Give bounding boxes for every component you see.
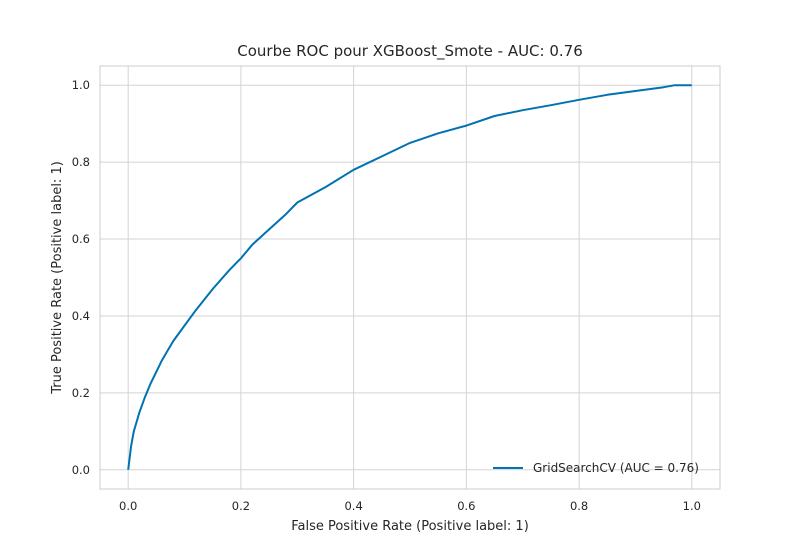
y-tick-label: 0.8	[72, 155, 90, 169]
series-layer	[127, 84, 692, 470]
y-tick-label: 0.6	[72, 232, 90, 246]
y-tick-label: 0.0	[72, 463, 90, 477]
plot-frame	[99, 65, 721, 490]
x-tick-label: 0.0	[119, 499, 137, 513]
y-tick-label: 1.0	[72, 78, 90, 92]
roc-curve-line	[127, 84, 692, 470]
x-tick-label: 0.6	[457, 499, 475, 513]
legend: GridSearchCV (AUC = 0.76)	[493, 461, 699, 475]
chart-title: Courbe ROC pour XGBoost_Smote - AUC: 0.7…	[237, 42, 583, 61]
legend-label: GridSearchCV (AUC = 0.76)	[533, 461, 699, 475]
y-axis-label: True Positive Rate (Positive label: 1)	[50, 161, 65, 395]
x-tick-label: 0.2	[232, 499, 250, 513]
y-tick-label: 0.4	[72, 309, 90, 323]
x-tick-label: 0.4	[344, 499, 362, 513]
x-axis-label: False Positive Rate (Positive label: 1)	[291, 519, 529, 534]
y-tick-label: 0.2	[72, 386, 90, 400]
tick-labels: 0.0 0.2 0.4 0.6 0.8 1.0 0.0 0.2 0.4 0.6 0.8 1.0	[72, 78, 701, 513]
x-tick-label: 0.8	[570, 499, 588, 513]
plot-area	[100, 66, 720, 489]
x-tick-label: 1.0	[683, 499, 701, 513]
grid	[100, 66, 720, 489]
